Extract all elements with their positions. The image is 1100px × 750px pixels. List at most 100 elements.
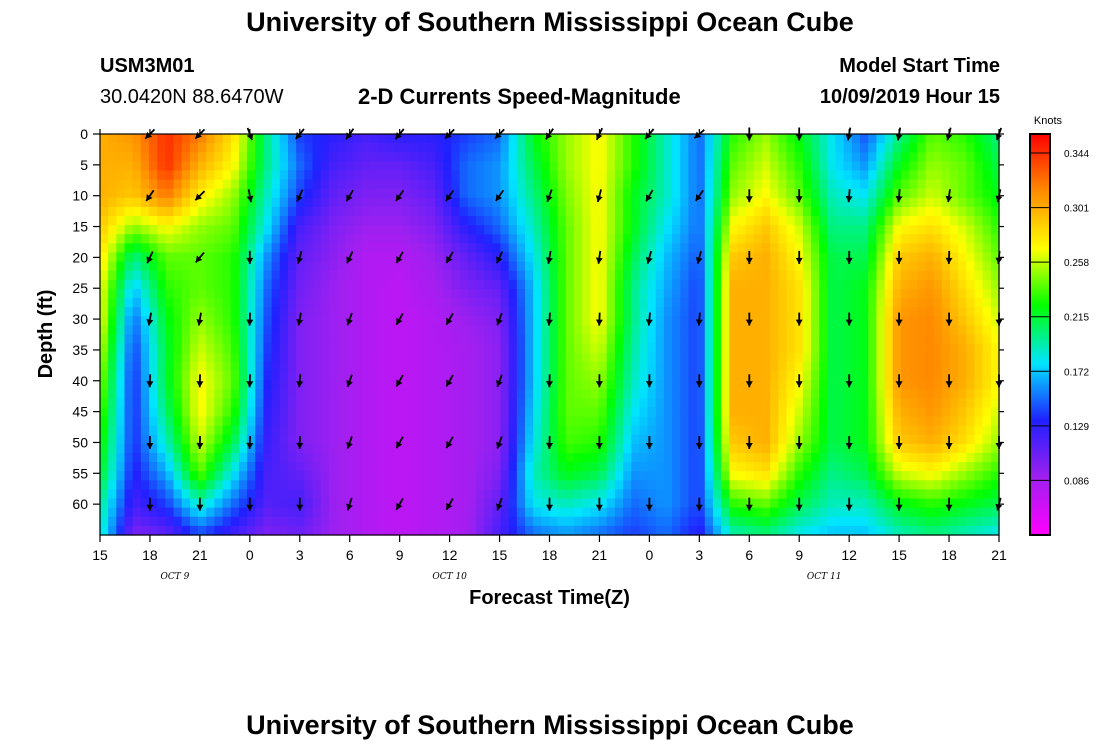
- heatmap-cell: [623, 516, 632, 527]
- heatmap-cell: [729, 489, 739, 500]
- heatmap-cell: [982, 352, 992, 363]
- heatmap-cell: [304, 216, 314, 226]
- heatmap-cell: [949, 443, 959, 454]
- heatmap-cell: [778, 507, 788, 518]
- heatmap-cell: [574, 234, 583, 244]
- heatmap-cell: [263, 334, 273, 345]
- heatmap-cell: [328, 443, 338, 454]
- heatmap-cell: [811, 288, 820, 299]
- heatmap-cell: [974, 416, 984, 427]
- heatmap-cell: [868, 525, 878, 536]
- heatmap-cell: [328, 279, 338, 290]
- heatmap-cell: [549, 525, 559, 536]
- heatmap-cell: [925, 216, 935, 226]
- heatmap-cell: [255, 188, 265, 199]
- heatmap-cell: [549, 134, 559, 144]
- heatmap-cell: [386, 279, 395, 290]
- heatmap-cell: [680, 216, 690, 226]
- heatmap-cell: [843, 489, 853, 500]
- heatmap-cell: [328, 298, 338, 308]
- heatmap-cell: [140, 143, 150, 153]
- heatmap-cell: [263, 407, 273, 418]
- heatmap-cell: [124, 343, 134, 354]
- heatmap-cell: [116, 489, 126, 500]
- heatmap-cell: [173, 152, 183, 162]
- heatmap-cell: [418, 307, 428, 317]
- heatmap-cell: [933, 471, 943, 481]
- heatmap-cell: [132, 407, 142, 418]
- heatmap-cell: [721, 216, 730, 226]
- heatmap-cell: [345, 352, 354, 363]
- heatmap-cell: [712, 389, 722, 399]
- heatmap-cell: [647, 298, 657, 308]
- heatmap-cell: [982, 134, 992, 144]
- heatmap-cell: [214, 361, 224, 372]
- heatmap-cell: [255, 307, 265, 317]
- heatmap-cell: [565, 343, 575, 354]
- heatmap-cell: [337, 462, 346, 472]
- heatmap-cell: [206, 525, 216, 536]
- heatmap-cell: [524, 206, 534, 217]
- heatmap-cell: [410, 216, 420, 226]
- heatmap-cell: [181, 343, 191, 354]
- heatmap-cell: [173, 225, 183, 235]
- heatmap-cell: [884, 370, 894, 381]
- heatmap-cell: [516, 197, 526, 208]
- heatmap-cell: [475, 298, 485, 308]
- heatmap-cell: [100, 361, 109, 372]
- heatmap-cell: [680, 225, 690, 235]
- heatmap-cell: [402, 370, 412, 381]
- heatmap-cell: [345, 370, 354, 381]
- heatmap-cell: [500, 480, 510, 491]
- heatmap-cell: [361, 261, 371, 272]
- heatmap-cell: [157, 462, 166, 472]
- heatmap-cell: [582, 288, 591, 299]
- heatmap-cell: [222, 407, 232, 418]
- heatmap-cell: [181, 234, 191, 244]
- heatmap-cell: [631, 443, 640, 454]
- heatmap-cell: [377, 170, 387, 181]
- heatmap-cell: [369, 434, 379, 445]
- heatmap-cell: [925, 380, 935, 390]
- heatmap-cell: [198, 252, 207, 263]
- heatmap-cell: [949, 389, 959, 399]
- heatmap-cell: [320, 389, 330, 399]
- heatmap-cell: [140, 197, 150, 208]
- heatmap-cell: [124, 434, 134, 445]
- heatmap-cell: [770, 325, 779, 336]
- heatmap-cell: [631, 152, 640, 162]
- heatmap-cell: [247, 452, 256, 463]
- heatmap-cell: [157, 452, 166, 463]
- heatmap-cell: [704, 516, 714, 527]
- heatmap-cell: [557, 434, 567, 445]
- heatmap-cell: [230, 389, 240, 399]
- heatmap-cell: [345, 307, 354, 317]
- heatmap-cell: [655, 134, 665, 144]
- heatmap-cell: [647, 434, 657, 445]
- heatmap-cell: [386, 370, 395, 381]
- heatmap-cell: [312, 206, 322, 217]
- heatmap-cell: [230, 462, 240, 472]
- heatmap-cell: [508, 206, 518, 217]
- heatmap-cell: [345, 288, 354, 299]
- heatmap-cell: [516, 462, 526, 472]
- heatmap-cell: [958, 361, 967, 372]
- heatmap-cell: [377, 416, 387, 427]
- heatmap-cell: [394, 352, 403, 363]
- heatmap-cell: [328, 407, 338, 418]
- heatmap-cell: [753, 389, 763, 399]
- heatmap-cell: [802, 452, 812, 463]
- heatmap-cell: [361, 452, 371, 463]
- heatmap-cell: [655, 243, 665, 254]
- heatmap-cell: [761, 307, 771, 317]
- heatmap-cell: [500, 462, 510, 472]
- heatmap-cell: [958, 179, 967, 190]
- heatmap-cell: [745, 507, 755, 518]
- heatmap-cell: [533, 343, 542, 354]
- heatmap-cell: [263, 480, 273, 491]
- current-vector-arrow: [745, 374, 753, 388]
- heatmap-cell: [410, 343, 420, 354]
- heatmap-cell: [737, 507, 747, 518]
- heatmap-cell: [287, 480, 297, 491]
- heatmap-cell: [729, 206, 739, 217]
